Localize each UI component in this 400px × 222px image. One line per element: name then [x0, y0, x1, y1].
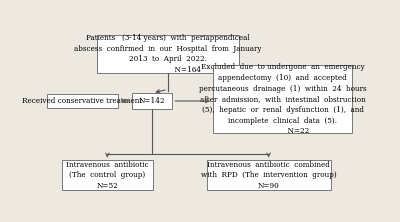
- FancyBboxPatch shape: [206, 161, 330, 190]
- Text: Patients   (3-14 years)  with  periappendiceal
abscess  confirmed  in  our  Hosp: Patients (3-14 years) with periappendice…: [74, 34, 262, 74]
- Text: N=142: N=142: [139, 97, 166, 105]
- Text: Intravenous  antibiotic
(The  control  group)
N=52: Intravenous antibiotic (The control grou…: [66, 161, 149, 190]
- FancyBboxPatch shape: [213, 65, 352, 133]
- Text: Received conservative treatment: Received conservative treatment: [22, 97, 143, 105]
- FancyBboxPatch shape: [132, 93, 172, 109]
- FancyBboxPatch shape: [47, 94, 118, 108]
- Text: Excluded  due  to undergone  an  emergency
appendectomy  (10)  and  accepted
per: Excluded due to undergone an emergency a…: [199, 63, 366, 135]
- Text: Intravenous  antibiotic  combined
with  RPD  (The  intervention  group)
N=90: Intravenous antibiotic combined with RPD…: [201, 161, 336, 190]
- FancyBboxPatch shape: [96, 35, 239, 73]
- FancyBboxPatch shape: [62, 161, 153, 190]
